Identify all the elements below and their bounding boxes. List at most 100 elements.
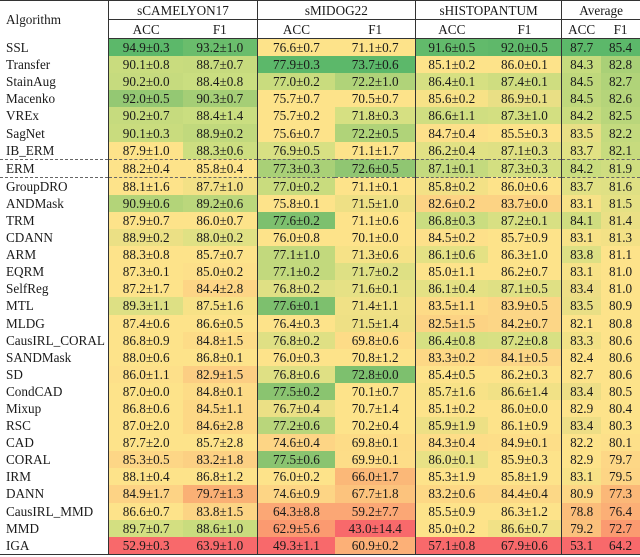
- metric-cell: 87.0±2.0: [108, 417, 183, 435]
- metric-cell: 84.5±1.1: [182, 399, 258, 418]
- metric-cell: 85.4±0.5: [415, 365, 488, 383]
- algorithm-name: SANDMask: [6, 349, 72, 365]
- metric-cell: 84.1: [561, 211, 602, 230]
- metric-cell: 90.3±0.7: [182, 90, 258, 108]
- algorithm-name: SelfReg: [6, 281, 49, 297]
- metric-cell: 87.1±0.3: [487, 141, 562, 160]
- metric-cell: 87.0±0.0: [108, 382, 183, 400]
- metric-cell: 77.5±0.6: [256, 451, 336, 469]
- metric-cell: 74.6±0.4: [256, 434, 336, 452]
- metric-cell: 76.8±0.2: [256, 280, 336, 298]
- metric-cell: 76.9±0.5: [256, 141, 336, 160]
- algorithm-name: SagNet: [6, 125, 45, 141]
- metric-cell: 92.0±0.5: [487, 38, 562, 57]
- metric-cell: 87.2±0.8: [487, 331, 562, 349]
- metric-cell: 86.0±0.1: [487, 56, 562, 74]
- metric-cell: 82.9±1.5: [182, 365, 258, 383]
- metric-cell: 83.1: [561, 263, 602, 281]
- group-header-scamelyon17: sCAMELYON17: [108, 0, 258, 20]
- algorithm-name: CORAL: [6, 452, 51, 468]
- metric-cell: 75.7±0.2: [256, 107, 336, 125]
- metric-cell: 84.4±2.8: [182, 280, 258, 298]
- metric-cell: 85.7±0.9: [487, 229, 562, 247]
- metric-cell: 88.0±0.6: [108, 348, 183, 366]
- metric-cell: 76.8±0.6: [256, 365, 336, 383]
- metric-cell: 59.2±7.7: [335, 502, 416, 520]
- metric-cell: 84.5±0.2: [415, 229, 488, 247]
- group-header-average: Average: [561, 0, 640, 20]
- metric-cell: 88.9±0.2: [108, 229, 183, 247]
- metric-cell: 82.1: [601, 141, 640, 160]
- algorithm-header: Algorithm: [6, 12, 61, 28]
- metric-cell: 86.6±0.7: [108, 502, 183, 520]
- metric-cell: 83.7±0.0: [487, 194, 562, 212]
- metric-cell: 71.1±1.7: [335, 141, 416, 160]
- algorithm-name: Macenko: [6, 91, 56, 107]
- metric-cell: 77.1±1.0: [256, 246, 336, 264]
- metric-cell: 69.8±0.1: [335, 434, 416, 452]
- metric-cell: 86.3±1.2: [487, 502, 562, 520]
- metric-cell: 84.5: [561, 90, 602, 108]
- metric-cell: 83.9±0.5: [487, 297, 562, 315]
- metric-cell: 81.5: [601, 194, 640, 212]
- algorithm-name: CDANN: [6, 230, 53, 246]
- metric-cell: 84.2±0.7: [487, 314, 562, 332]
- table-row: Transfer 90.1±0.8 88.7±0.7 77.9±0.3 73.7±0.6…: [0, 56, 640, 74]
- algorithm-name: EQRM: [6, 264, 45, 280]
- metric-cell: 72.7: [601, 519, 640, 537]
- metric-cell: 72.2±1.0: [335, 73, 416, 91]
- metric-cell: 87.7±1.0: [182, 177, 258, 195]
- metric-cell: 82.9: [561, 451, 602, 469]
- metric-cell: 86.2±0.4: [415, 141, 488, 160]
- metric-cell: 80.1: [601, 434, 640, 452]
- metric-cell: 87.1±0.5: [487, 280, 562, 298]
- metric-cell: 84.4±0.4: [487, 485, 562, 503]
- metric-cell: 88.4±1.4: [182, 107, 258, 125]
- table-row: TRM 87.9±0.7 86.0±0.7 77.6±0.2 71.1±0.6 86.8±…: [0, 211, 640, 230]
- metric-header: ACC: [108, 19, 183, 39]
- metric-cell: 80.9: [561, 485, 602, 503]
- metric-cell: 70.1±0.0: [335, 229, 416, 247]
- algorithm-name: GroupDRO: [6, 178, 68, 194]
- metric-cell: 89.7±0.7: [108, 519, 183, 537]
- metric-cell: 87.5±1.6: [182, 297, 258, 315]
- metric-cell: 84.8±0.1: [182, 382, 258, 400]
- metric-cell: 87.3±1.0: [487, 107, 562, 125]
- metric-header: F1: [182, 19, 258, 39]
- metric-cell: 86.8±0.1: [182, 348, 258, 366]
- metric-cell: 83.8: [561, 246, 602, 264]
- algorithm-name: Transfer: [6, 57, 51, 73]
- metric-cell: 86.8±1.2: [182, 468, 258, 486]
- metric-cell: 84.2: [561, 107, 602, 125]
- metric-cell: 64.3±8.8: [256, 502, 336, 520]
- metric-cell: 85.5±0.9: [415, 502, 488, 520]
- metric-cell: 83.4: [561, 280, 602, 298]
- table-row: StainAug 90.2±0.0 88.4±0.8 77.0±0.2 72.2±1.0…: [0, 73, 640, 91]
- metric-cell: 91.6±0.5: [415, 38, 488, 57]
- metric-cell: 66.0±1.7: [335, 468, 416, 486]
- algorithm-name: VREx: [6, 108, 39, 124]
- metric-cell: 57.1±0.8: [415, 536, 488, 555]
- metric-cell: 92.0±0.5: [108, 90, 183, 108]
- metric-cell: 86.8±0.9: [108, 331, 183, 349]
- metric-cell: 77.3: [601, 485, 640, 503]
- metric-cell: 86.4±0.1: [415, 73, 488, 91]
- metric-cell: 71.1±0.7: [335, 38, 416, 57]
- table-row: SD 86.0±1.1 82.9±1.5 76.8±0.6 72.8±0.0 85.4±0…: [0, 365, 640, 383]
- metric-cell: 77.2±0.6: [256, 417, 336, 435]
- metric-cell: 86.2±0.7: [487, 263, 562, 281]
- metric-cell: 70.8±1.2: [335, 348, 416, 366]
- metric-cell: 79.7±1.3: [182, 485, 258, 503]
- metric-cell: 75.6±0.7: [256, 124, 336, 142]
- metric-cell: 86.0±0.7: [182, 211, 258, 230]
- metric-cell: 82.6: [601, 90, 640, 108]
- metric-cell: 79.5: [601, 468, 640, 486]
- algorithm-name: CondCAD: [6, 383, 63, 399]
- metric-cell: 89.2±0.6: [182, 194, 258, 212]
- metric-cell: 85.6±0.2: [415, 90, 488, 108]
- table-row: ERM 88.2±0.4 85.8±0.4 77.3±0.3 72.6±0.5 87.1±…: [0, 158, 640, 178]
- metric-cell: 86.0±0.0: [487, 399, 562, 418]
- metric-cell: 83.4: [561, 382, 602, 400]
- metric-cell: 86.4±0.8: [415, 331, 488, 349]
- metric-cell: 87.4±0.6: [108, 314, 183, 332]
